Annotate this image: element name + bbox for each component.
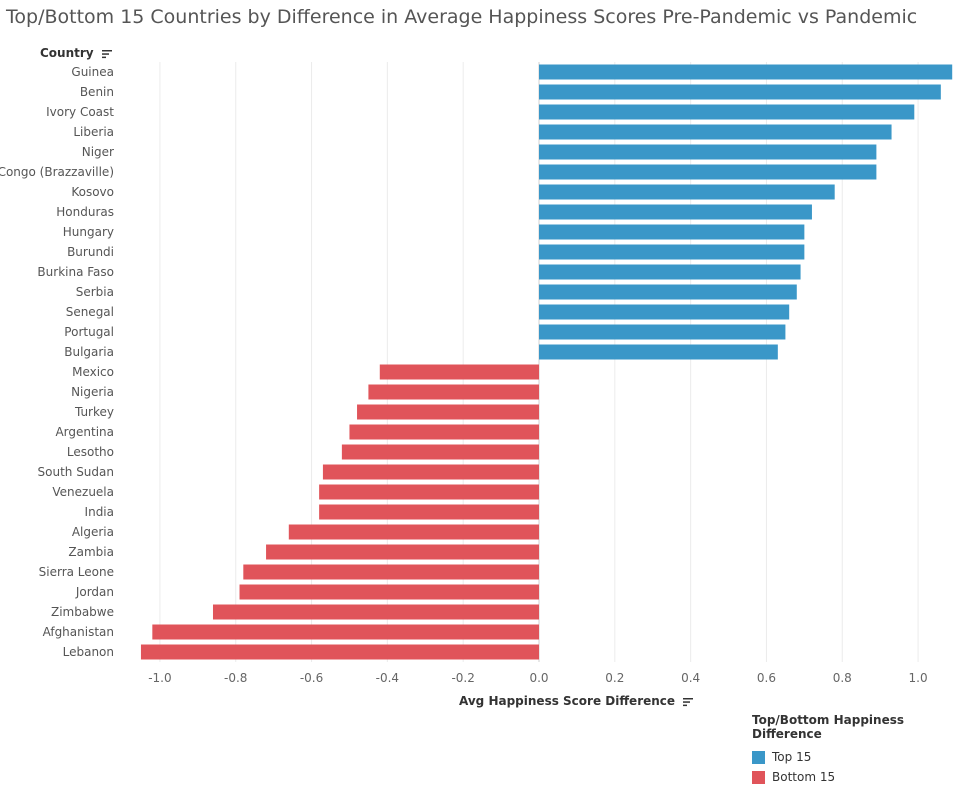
x-tick-label: 0.4 (681, 671, 700, 685)
y-tick-label[interactable]: Zimbabwe (51, 605, 114, 619)
x-tick-label: -0.6 (300, 671, 323, 685)
y-tick-label[interactable]: Argentina (55, 425, 114, 439)
bar-portugal[interactable] (539, 324, 786, 340)
bar-benin[interactable] (539, 84, 941, 100)
bar-zambia[interactable] (266, 544, 539, 560)
bar-burundi[interactable] (539, 244, 805, 260)
legend-item-top[interactable]: Top 15 (752, 747, 959, 767)
x-axis-title-label: Avg Happiness Score Difference (459, 694, 676, 708)
bar-bulgaria[interactable] (539, 344, 778, 360)
bar-burkina-faso[interactable] (539, 264, 801, 280)
bar-south-sudan[interactable] (322, 464, 539, 480)
y-tick-label[interactable]: Mexico (72, 365, 114, 379)
x-tick-label: -0.4 (376, 671, 399, 685)
bar-guinea[interactable] (539, 64, 953, 80)
x-tick-label: 0.8 (833, 671, 852, 685)
y-tick-label[interactable]: Serbia (76, 285, 114, 299)
y-tick-label[interactable]: Lebanon (63, 645, 114, 659)
y-tick-label[interactable]: India (85, 505, 114, 519)
y-tick-label[interactable]: Bulgaria (64, 345, 114, 359)
y-tick-label[interactable]: Jordan (75, 585, 114, 599)
bar-india[interactable] (319, 504, 539, 520)
y-tick-label[interactable]: Senegal (66, 305, 114, 319)
bar-niger[interactable] (539, 144, 877, 160)
y-tick-label[interactable]: Zambia (68, 545, 114, 559)
bar-afghanistan[interactable] (152, 624, 539, 640)
bar-turkey[interactable] (357, 404, 539, 420)
y-tick-label[interactable]: Kosovo (71, 185, 114, 199)
sort-icon[interactable] (683, 697, 694, 707)
y-tick-label[interactable]: South Sudan (38, 465, 115, 479)
legend-label-bottom: Bottom 15 (772, 770, 836, 784)
y-tick-label[interactable]: Guinea (71, 65, 114, 79)
y-tick-label[interactable]: Algeria (72, 525, 114, 539)
bar-chart: Guinea Benin Ivory Coast Liberia Niger Congo … (0, 62, 953, 685)
bar-kosovo[interactable] (539, 184, 835, 200)
legend-item-bottom[interactable]: Bottom 15 (752, 767, 959, 787)
bar-lesotho[interactable] (341, 444, 539, 460)
legend: Top/Bottom Happiness Difference Top 15 B… (752, 713, 959, 787)
y-tick-label[interactable]: Ivory Coast (46, 105, 114, 119)
y-tick-label[interactable]: Burkina Faso (37, 265, 114, 279)
y-tick-label[interactable]: Hungary (63, 225, 114, 239)
bar-hungary[interactable] (539, 224, 805, 240)
bar-sierra-leone[interactable] (243, 564, 540, 580)
y-tick-label[interactable]: Portugal (64, 325, 114, 339)
x-tick-labels: -1.0 -0.8 -0.6 -0.4 -0.2 0.0 0.2 0.4 0.6 0.8 1.0 (148, 671, 927, 685)
bar-argentina[interactable] (349, 424, 539, 440)
sort-icon[interactable] (101, 49, 112, 59)
x-tick-label: -1.0 (148, 671, 171, 685)
bar-algeria[interactable] (288, 524, 539, 540)
bar-mexico[interactable] (379, 364, 539, 380)
x-tick-label: 0.0 (529, 671, 548, 685)
y-tick-label[interactable]: Niger (82, 145, 114, 159)
y-tick-label[interactable]: Sierra Leone (39, 565, 114, 579)
bar-zimbabwe[interactable] (212, 604, 539, 620)
y-tick-label[interactable]: Congo (Brazzaville) (0, 165, 114, 179)
y-tick-label[interactable]: Nigeria (71, 385, 114, 399)
bar-senegal[interactable] (539, 304, 790, 320)
bar-liberia[interactable] (539, 124, 892, 140)
y-tick-label[interactable]: Lesotho (67, 445, 114, 459)
bars (140, 64, 953, 660)
gridlines (159, 62, 919, 662)
bar-jordan[interactable] (239, 584, 539, 600)
y-axis-title-label: Country (40, 46, 94, 60)
y-tick-labels: Guinea Benin Ivory Coast Liberia Niger Congo … (0, 65, 114, 659)
x-tick-label: -0.8 (224, 671, 247, 685)
chart-title: Top/Bottom 15 Countries by Difference in… (6, 6, 918, 28)
legend-swatch-bottom (752, 770, 765, 784)
x-tick-label: 0.6 (757, 671, 776, 685)
bar-lebanon[interactable] (140, 644, 540, 660)
legend-swatch-top (752, 750, 765, 764)
y-tick-label[interactable]: Liberia (73, 125, 114, 139)
y-tick-label[interactable]: Honduras (56, 205, 114, 219)
y-tick-label[interactable]: Benin (80, 85, 114, 99)
bar-nigeria[interactable] (368, 384, 539, 400)
bar-congo-brazzaville[interactable] (539, 164, 877, 180)
bar-serbia[interactable] (539, 284, 797, 300)
bar-ivory-coast[interactable] (539, 104, 915, 120)
y-tick-label[interactable]: Venezuela (52, 485, 114, 499)
x-tick-label: 0.2 (605, 671, 624, 685)
x-tick-label: 1.0 (909, 671, 928, 685)
legend-title: Top/Bottom Happiness Difference (752, 713, 904, 741)
x-axis-title[interactable]: Avg Happiness Score Difference (459, 694, 694, 708)
y-tick-label[interactable]: Afghanistan (43, 625, 114, 639)
x-tick-label: -0.2 (451, 671, 474, 685)
bar-honduras[interactable] (539, 204, 812, 220)
y-tick-label[interactable]: Burundi (67, 245, 114, 259)
y-tick-label[interactable]: Turkey (74, 405, 114, 419)
bar-venezuela[interactable] (319, 484, 539, 500)
legend-label-top: Top 15 (772, 750, 812, 764)
y-axis-title[interactable]: Country (40, 46, 112, 60)
